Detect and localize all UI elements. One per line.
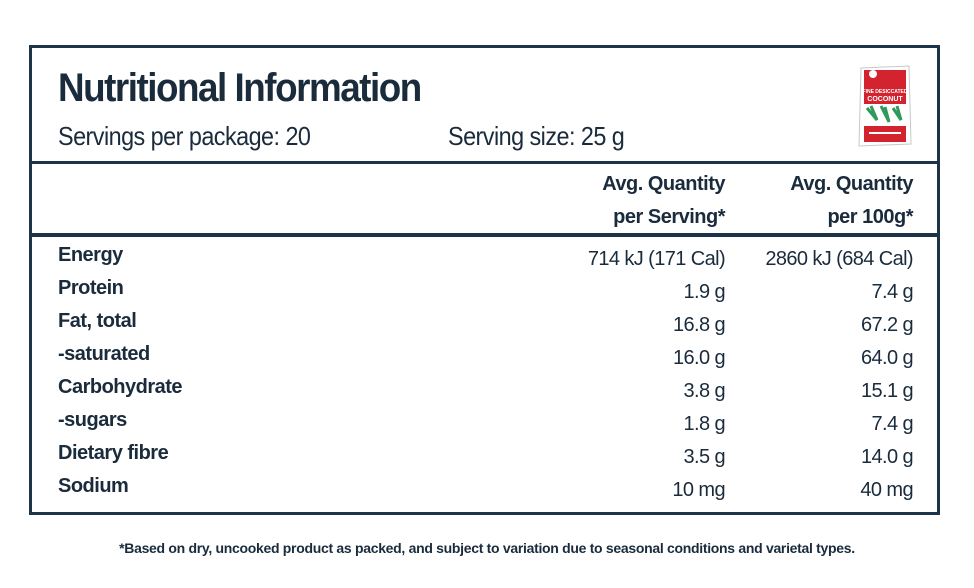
value-per-100g: 64.0 g — [860, 347, 914, 369]
coconut-package-icon: FINE DESICCATED COCONUT — [858, 65, 912, 147]
value-per-serving: 714 kJ (171 Cal) — [587, 248, 726, 270]
value-per-100g: 2860 kJ (684 Cal) — [765, 248, 913, 270]
value-per-100g: 67.2 g — [860, 314, 914, 336]
column-header-line: Avg. Quantity — [602, 173, 725, 195]
value-per-serving: 3.5 g — [683, 446, 726, 468]
nutrient-name: Fat, total — [58, 310, 137, 332]
value-per-serving: 3.8 g — [683, 380, 726, 402]
value-per-100g: 15.1 g — [860, 380, 914, 402]
value-per-serving: 10 mg — [672, 479, 725, 501]
column-header-per-serving: Avg. Quantity per Serving* — [602, 168, 725, 234]
nutrient-name: Carbohydrate — [58, 376, 183, 398]
value-per-100g: 7.4 g — [871, 413, 914, 435]
value-per-100g: 14.0 g — [860, 446, 914, 468]
table-row: Carbohydrate 3.8 g 15.1 g — [32, 376, 937, 409]
serving-size: Serving size: 25 g — [448, 121, 625, 151]
nutrient-name: Dietary fibre — [58, 442, 169, 464]
value-per-serving: 16.8 g — [672, 314, 726, 336]
column-header-line: per 100g* — [827, 206, 913, 228]
divider-top — [32, 161, 937, 164]
column-header-line: Avg. Quantity — [790, 173, 913, 195]
table-row: Energy 714 kJ (171 Cal) 2860 kJ (684 Cal… — [32, 244, 937, 277]
footnote: *Based on dry, uncooked product as packe… — [119, 540, 855, 556]
product-text-line1: FINE DESICCATED — [863, 89, 908, 95]
value-per-serving: 1.9 g — [683, 281, 726, 303]
table-row: -sugars 1.8 g 7.4 g — [32, 409, 937, 442]
nutrient-name: Sodium — [58, 475, 129, 497]
product-text-line2: COCONUT — [867, 96, 903, 103]
nutrient-name: Energy — [58, 244, 123, 266]
value-per-serving: 16.0 g — [672, 347, 726, 369]
nutrition-panel: Nutritional Information Servings per pac… — [29, 45, 940, 515]
value-per-100g: 40 mg — [860, 479, 913, 501]
divider-header — [32, 233, 937, 237]
table-row: -saturated 16.0 g 64.0 g — [32, 343, 937, 376]
nutrient-name: Protein — [58, 277, 124, 299]
table-row: Fat, total 16.8 g 67.2 g — [32, 310, 937, 343]
panel-title: Nutritional Information — [58, 66, 422, 110]
nutrient-name: -saturated — [58, 343, 150, 365]
value-per-serving: 1.8 g — [683, 413, 726, 435]
nutrient-name: -sugars — [58, 409, 127, 431]
table-row: Dietary fibre 3.5 g 14.0 g — [32, 442, 937, 475]
column-header-per-100g: Avg. Quantity per 100g* — [790, 168, 913, 234]
nutrient-rows: Energy 714 kJ (171 Cal) 2860 kJ (684 Cal… — [32, 244, 937, 508]
table-row: Sodium 10 mg 40 mg — [32, 475, 937, 508]
value-per-100g: 7.4 g — [871, 281, 914, 303]
column-header-line: per Serving* — [613, 206, 725, 228]
servings-per-package: Servings per package: 20 — [58, 121, 311, 151]
table-row: Protein 1.9 g 7.4 g — [32, 277, 937, 310]
